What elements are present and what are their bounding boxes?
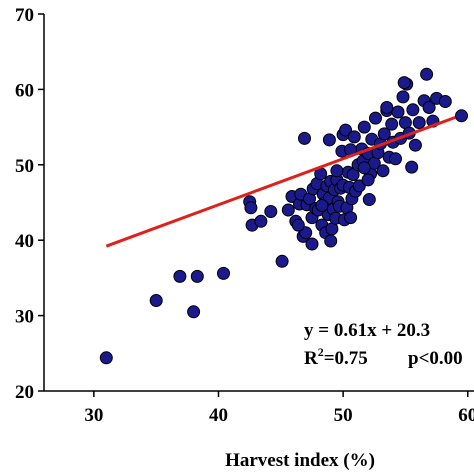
data-point <box>408 138 422 152</box>
data-point <box>315 199 329 212</box>
x-tick-label: 50 <box>334 405 353 426</box>
regression-equation: y = 0.61x + 20.3 <box>304 320 430 341</box>
data-point <box>344 211 358 225</box>
data-point <box>173 269 187 283</box>
data-point <box>275 254 289 268</box>
data-point <box>217 266 230 280</box>
data-point <box>298 131 311 145</box>
r-squared-exponent: 2 <box>318 345 324 359</box>
data-point <box>149 294 163 307</box>
x-tick-label: 60 <box>458 405 474 426</box>
data-point <box>244 201 258 215</box>
data-point <box>99 351 113 365</box>
data-point <box>361 173 375 187</box>
y-tick-label: 40 <box>15 231 34 252</box>
data-point <box>357 120 371 134</box>
data-point <box>322 133 336 147</box>
data-point <box>324 234 338 248</box>
y-tick-label: 60 <box>15 80 34 101</box>
data-point <box>396 90 410 104</box>
data-point <box>362 193 376 206</box>
x-tick-label: 30 <box>84 405 103 426</box>
data-point <box>422 101 436 114</box>
data-point <box>281 203 295 217</box>
data-point <box>438 95 452 108</box>
ticks: 30 40 50 60 20 30 40 50 60 70 <box>15 5 474 426</box>
data-point <box>376 164 390 178</box>
p-value-label: p<0.00 <box>408 348 463 369</box>
data-point <box>412 116 426 130</box>
y-tick-label: 30 <box>15 307 34 328</box>
data-point <box>455 109 468 123</box>
r-squared-label: R2=0.75 <box>304 345 368 369</box>
data-point <box>406 103 420 117</box>
y-tick-label: 20 <box>15 382 34 403</box>
data-point <box>380 101 394 114</box>
data-point <box>389 152 402 166</box>
axes <box>43 14 474 392</box>
x-axis-title: Harvest index (%) <box>225 450 375 471</box>
data-point <box>330 164 344 178</box>
data-point <box>291 218 305 232</box>
x-tick-label: 40 <box>209 405 228 426</box>
fit-line <box>105 115 456 248</box>
data-point <box>264 205 278 218</box>
data-point <box>347 130 361 144</box>
data-point <box>377 127 391 141</box>
r-squared-prefix: R <box>304 348 318 369</box>
r-squared-value: =0.75 <box>324 348 368 369</box>
data-point <box>397 76 411 90</box>
data-point <box>187 305 201 319</box>
data-point <box>339 123 353 137</box>
data-point <box>357 161 371 175</box>
data-point <box>190 269 204 283</box>
data-point <box>391 105 405 119</box>
y-tick-label: 50 <box>15 156 34 177</box>
fit-line-group <box>105 115 456 248</box>
data-point <box>369 111 382 125</box>
data-point <box>254 214 268 228</box>
data-point <box>420 67 434 81</box>
data-points <box>99 67 468 365</box>
data-point <box>405 160 419 174</box>
y-tick-label: 70 <box>15 5 34 26</box>
data-point <box>385 117 399 131</box>
data-point <box>305 237 319 251</box>
data-point <box>352 179 366 193</box>
